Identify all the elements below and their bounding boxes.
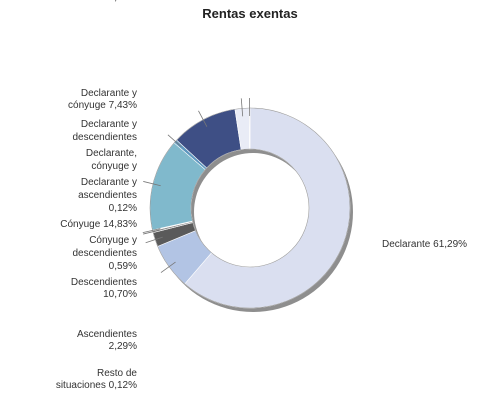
label-line: cónyuge y: [91, 161, 137, 172]
label-line: descendientes: [73, 132, 138, 143]
label-line: descendientes: [73, 0, 138, 3]
leader-declarante-conyuge-y-descendientes: [143, 229, 161, 235]
label-line: Cónyuge 14,83%: [60, 219, 137, 230]
label-conyuge: Cónyuge 14,83%: [60, 219, 137, 230]
label-line: Declarante y: [81, 88, 137, 99]
leader-ascendientes: [240, 98, 244, 117]
label-line: situaciones 0,12%: [56, 380, 137, 391]
donut-inner-edge: [190, 148, 310, 268]
label-line: 2,31%: [109, 0, 137, 3]
label-line: descendientes: [73, 248, 138, 259]
label-line: Cónyuge y: [89, 235, 137, 246]
label-line: Descendientes: [71, 277, 137, 288]
label-declarante-y-descendientes: Declarante ydescendientes2,31%: [73, 0, 138, 143]
label-line: 2,29%: [109, 341, 137, 352]
label-line: Declarante y: [81, 177, 137, 188]
leader-conyuge: [143, 181, 161, 187]
leader-declarante-y-ascendientes: [142, 228, 161, 234]
label-declarante: Declarante 61,29%: [382, 239, 467, 250]
leader-descendientes: [198, 110, 208, 127]
leader-conyuge-y-descendientes: [167, 134, 182, 148]
label-line: Resto de: [97, 368, 137, 379]
label-line: Ascendientes: [77, 329, 137, 340]
label-line: 0,12%: [109, 203, 137, 214]
leader-declarante-y-descendientes: [145, 236, 163, 244]
label-line: Declarante 61,29%: [382, 239, 467, 250]
label-line: 0,59%: [109, 261, 137, 272]
label-declarante-y-ascendientes: Declarante y ascendientes 0,12%: [78, 177, 137, 214]
label-line: Declarante,: [86, 148, 137, 159]
label-line: 10,70%: [103, 289, 137, 300]
chart-title: Rentas exentas: [202, 6, 298, 21]
label-line: 0,31%: [109, 0, 137, 3]
label-line: ascendientes: [78, 190, 137, 201]
leader-declarante-y-conyuge: [160, 261, 176, 273]
label-conyuge-y-descendientes: Cónyuge y descendientes 0,59%: [73, 235, 138, 272]
label-line: Declarante y: [81, 119, 137, 130]
label-line: cónyuge 7,43%: [68, 100, 137, 111]
